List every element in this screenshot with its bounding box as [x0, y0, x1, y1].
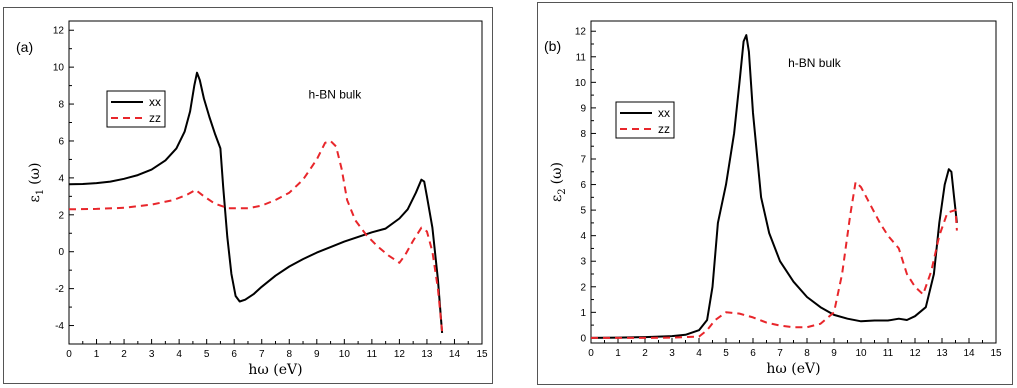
annotation-text: h-BN bulk	[788, 56, 842, 70]
panel-b-frame: 0 1 2 3 4 5 6 7 8 9 10 11 12 13 14 15 0 1 2 3 4 5 6 7 8 9 10 11 12 hω…	[537, 2, 1013, 385]
x-tick-label: 1	[615, 348, 621, 359]
legend: xx zz	[106, 90, 166, 128]
y-tick-label: 3	[580, 257, 586, 268]
y-axis-title: ε1(ω)	[27, 163, 46, 203]
x-tick-label: 7	[777, 348, 783, 359]
y-tick-label: 9	[580, 103, 586, 114]
legend-label-xx: xx	[149, 95, 161, 109]
panel-label: (b)	[544, 38, 561, 54]
x-tick-label: 5	[723, 348, 729, 359]
x-tick-label: 12	[909, 348, 921, 359]
annotation-text: h-BN bulk	[309, 88, 363, 102]
x-tick-label: 3	[149, 349, 155, 360]
series-line-zz	[591, 181, 958, 339]
legend-label-zz: zz	[658, 122, 670, 136]
x-tick-label: 15	[990, 348, 1002, 359]
x-tick-label: 1	[94, 349, 100, 360]
legend-box	[615, 101, 675, 139]
x-tick-label: 9	[314, 349, 320, 360]
x-tick-label: 12	[394, 349, 406, 360]
y-tick-label: 0	[58, 247, 64, 258]
y-tick-label: 6	[58, 136, 64, 147]
x-tick-label: 8	[804, 348, 810, 359]
x-tick-label: 2	[121, 349, 127, 360]
y-tick-label: 12	[575, 27, 587, 38]
x-tick-label: 7	[259, 349, 265, 360]
y-tick-label: 8	[58, 100, 64, 111]
y-tick-label: 1	[580, 308, 586, 319]
x-tick-label: 14	[449, 349, 461, 360]
x-axis-title: hω (eV)	[248, 362, 302, 378]
chart-b: 0 1 2 3 4 5 6 7 8 9 10 11 12 13 14 150123456789101112hω…	[544, 20, 1002, 377]
y-tick-label: 10	[53, 63, 65, 74]
legend: xx zz	[615, 101, 675, 139]
x-tick-label: 11	[367, 349, 378, 360]
y-tick-label: 4	[58, 173, 64, 184]
x-tick-label: 3	[669, 348, 675, 359]
y-tick-label: 11	[576, 52, 587, 63]
series-line-xx	[69, 71, 444, 333]
y-tick-label: 10	[575, 78, 587, 89]
x-tick-label: 6	[750, 348, 756, 359]
y-tick-label: 2	[580, 282, 586, 293]
x-tick-label: 4	[176, 349, 182, 360]
panel-label: (a)	[16, 39, 33, 55]
x-tick-label: 10	[855, 348, 867, 359]
x-tick-label: 6	[231, 349, 237, 360]
y-tick-label: 7	[580, 155, 586, 166]
y-tick-label: 8	[580, 129, 586, 140]
x-tick-label: 2	[642, 348, 648, 359]
series-line-xx	[591, 34, 958, 339]
x-tick-label: 0	[588, 348, 594, 359]
y-tick-label: -4	[55, 321, 64, 332]
legend-box	[106, 90, 166, 128]
x-tick-label: 14	[963, 348, 975, 359]
y-tick-label: 4	[580, 231, 586, 242]
legend-label-zz: zz	[149, 111, 161, 125]
y-tick-label: 6	[580, 180, 586, 191]
panel-a-frame: 0 1 2 3 4 5 6 7 8 9 10 11 12 13 14 15 -4 -2 0 2 4 6 8 10 12 hω (e…	[3, 7, 493, 384]
x-axis-title: hω (eV)	[766, 361, 820, 377]
y-axis-title: ε2(ω)	[549, 162, 568, 202]
x-tick-label: 15	[476, 349, 488, 360]
legend-label-xx: xx	[658, 106, 670, 120]
x-tick-label: 9	[831, 348, 837, 359]
y-tick-label: 5	[580, 206, 586, 217]
y-tick-label: 0	[580, 333, 586, 344]
x-tick-label: 13	[936, 348, 948, 359]
y-tick-label: 2	[58, 210, 64, 221]
x-tick-label: 4	[696, 348, 702, 359]
x-tick-label: 13	[421, 349, 433, 360]
y-tick-label: -2	[55, 284, 64, 295]
x-tick-label: 8	[286, 349, 292, 360]
x-tick-label: 0	[66, 349, 72, 360]
x-tick-label: 10	[339, 349, 351, 360]
y-tick-label: 12	[53, 26, 65, 37]
x-tick-label: 11	[883, 348, 894, 359]
x-tick-label: 5	[204, 349, 210, 360]
series-line-zz	[69, 140, 444, 332]
